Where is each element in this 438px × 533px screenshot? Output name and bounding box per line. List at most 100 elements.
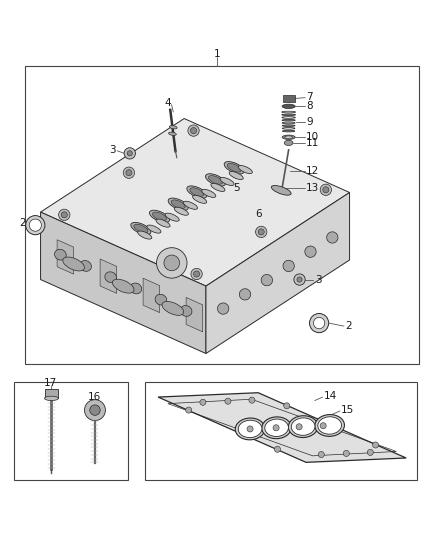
Circle shape bbox=[323, 187, 329, 193]
Ellipse shape bbox=[305, 246, 316, 257]
Circle shape bbox=[296, 424, 302, 430]
Polygon shape bbox=[143, 278, 159, 312]
Text: 3: 3 bbox=[109, 145, 116, 155]
Circle shape bbox=[343, 450, 350, 456]
Ellipse shape bbox=[180, 305, 192, 316]
Circle shape bbox=[90, 405, 100, 415]
Circle shape bbox=[127, 151, 132, 156]
Ellipse shape bbox=[211, 183, 225, 191]
Text: 1: 1 bbox=[213, 49, 220, 59]
Text: 2: 2 bbox=[19, 218, 25, 228]
Circle shape bbox=[156, 248, 187, 278]
Text: 8: 8 bbox=[306, 101, 313, 111]
Circle shape bbox=[274, 446, 280, 453]
Text: 10: 10 bbox=[306, 132, 319, 142]
Ellipse shape bbox=[238, 420, 262, 438]
Ellipse shape bbox=[318, 417, 342, 434]
Ellipse shape bbox=[105, 272, 117, 282]
Circle shape bbox=[164, 255, 180, 271]
Polygon shape bbox=[41, 118, 350, 286]
Circle shape bbox=[194, 271, 200, 277]
Ellipse shape bbox=[202, 189, 216, 197]
Ellipse shape bbox=[327, 232, 338, 243]
Bar bbox=[25, 66, 419, 365]
Ellipse shape bbox=[224, 161, 244, 174]
Circle shape bbox=[191, 127, 197, 134]
Ellipse shape bbox=[288, 416, 318, 438]
Polygon shape bbox=[206, 192, 350, 353]
Ellipse shape bbox=[184, 201, 198, 209]
Circle shape bbox=[126, 169, 132, 176]
Ellipse shape bbox=[284, 140, 293, 146]
Text: 5: 5 bbox=[233, 183, 240, 193]
Bar bbox=[14, 382, 127, 480]
Ellipse shape bbox=[239, 289, 251, 300]
Circle shape bbox=[26, 215, 45, 235]
Ellipse shape bbox=[218, 303, 229, 314]
Circle shape bbox=[320, 184, 332, 196]
Polygon shape bbox=[186, 297, 203, 332]
Ellipse shape bbox=[134, 224, 148, 233]
Ellipse shape bbox=[156, 219, 170, 227]
Circle shape bbox=[294, 274, 305, 285]
Ellipse shape bbox=[227, 164, 241, 172]
Ellipse shape bbox=[162, 302, 184, 316]
Text: 11: 11 bbox=[306, 138, 319, 148]
Circle shape bbox=[297, 277, 302, 282]
Text: 6: 6 bbox=[255, 209, 261, 219]
Ellipse shape bbox=[80, 261, 92, 271]
Ellipse shape bbox=[193, 195, 207, 204]
Text: 12: 12 bbox=[306, 166, 319, 176]
Ellipse shape bbox=[283, 130, 295, 132]
Circle shape bbox=[124, 148, 135, 159]
Circle shape bbox=[123, 167, 134, 179]
Circle shape bbox=[255, 226, 267, 238]
Text: 2: 2 bbox=[345, 321, 352, 331]
Ellipse shape bbox=[291, 418, 315, 435]
Circle shape bbox=[186, 407, 192, 413]
Circle shape bbox=[29, 219, 42, 231]
Ellipse shape bbox=[147, 225, 161, 233]
Text: 3: 3 bbox=[315, 274, 321, 285]
Circle shape bbox=[225, 398, 231, 404]
Circle shape bbox=[273, 425, 279, 431]
Ellipse shape bbox=[205, 174, 226, 186]
Circle shape bbox=[191, 268, 202, 280]
Ellipse shape bbox=[190, 188, 204, 196]
Ellipse shape bbox=[113, 279, 134, 293]
Polygon shape bbox=[41, 212, 206, 353]
Circle shape bbox=[318, 451, 324, 457]
Text: 14: 14 bbox=[323, 391, 337, 401]
Ellipse shape bbox=[131, 222, 151, 235]
Text: 16: 16 bbox=[88, 392, 101, 402]
Circle shape bbox=[320, 423, 326, 429]
FancyBboxPatch shape bbox=[46, 389, 57, 398]
Ellipse shape bbox=[63, 257, 85, 271]
Ellipse shape bbox=[282, 135, 295, 140]
Text: 7: 7 bbox=[306, 92, 313, 102]
Circle shape bbox=[59, 209, 70, 221]
Ellipse shape bbox=[282, 114, 296, 116]
Ellipse shape bbox=[283, 260, 294, 272]
Ellipse shape bbox=[174, 207, 188, 215]
Circle shape bbox=[200, 399, 206, 405]
Ellipse shape bbox=[155, 294, 167, 305]
Polygon shape bbox=[100, 259, 117, 293]
Ellipse shape bbox=[220, 177, 234, 185]
Ellipse shape bbox=[285, 136, 293, 139]
Text: 13: 13 bbox=[306, 183, 319, 193]
Ellipse shape bbox=[170, 126, 177, 129]
Ellipse shape bbox=[282, 104, 295, 109]
Circle shape bbox=[284, 403, 290, 409]
Ellipse shape bbox=[238, 166, 252, 174]
Circle shape bbox=[372, 442, 378, 448]
Ellipse shape bbox=[168, 198, 188, 211]
Circle shape bbox=[61, 212, 67, 218]
Circle shape bbox=[367, 449, 373, 455]
Ellipse shape bbox=[282, 125, 295, 126]
Ellipse shape bbox=[272, 185, 291, 195]
Circle shape bbox=[310, 313, 328, 333]
Text: 15: 15 bbox=[341, 405, 354, 415]
Ellipse shape bbox=[171, 200, 185, 208]
Ellipse shape bbox=[261, 274, 272, 286]
